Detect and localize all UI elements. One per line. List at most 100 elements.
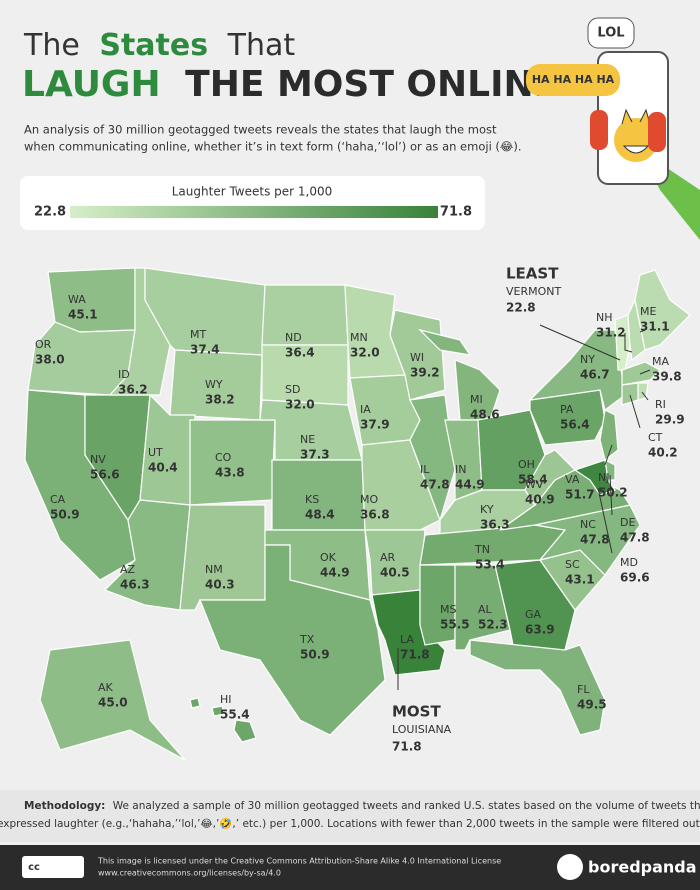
state	[39, 639, 186, 761]
state	[189, 697, 257, 743]
state-value: 69.6	[620, 571, 650, 585]
state-value: 50.2	[598, 486, 628, 500]
state-abbr: AK	[98, 681, 114, 694]
state-value: 52.3	[478, 618, 508, 632]
state-value: 40.2	[648, 446, 678, 460]
state	[573, 459, 616, 496]
state-abbr: NY	[580, 353, 595, 366]
state-abbr: NJ	[598, 471, 609, 484]
state-abbr: HI	[220, 693, 232, 706]
most-value: 71.8	[392, 740, 422, 754]
state-value: 38.2	[205, 393, 235, 407]
state-value: 49.5	[577, 698, 607, 712]
title-word: THE MOST ONLINE	[185, 64, 558, 105]
state-value: 50.9	[300, 648, 330, 662]
state-abbr: CA	[50, 493, 66, 506]
state-abbr: AR	[380, 551, 396, 564]
state-abbr: GA	[525, 608, 542, 621]
state	[534, 504, 641, 576]
state-value: 40.5	[380, 566, 410, 580]
state-value: 40.3	[205, 578, 235, 592]
state	[599, 409, 619, 462]
state-value: 44.9	[320, 566, 350, 580]
state-abbr: FL	[577, 683, 590, 696]
state-value: 31.2	[596, 326, 626, 340]
legend-gradient	[70, 206, 438, 218]
state-value: 71.8	[400, 648, 430, 662]
state-value: 36.2	[118, 383, 148, 397]
footer	[0, 845, 700, 890]
cc-badge	[22, 856, 84, 878]
state-abbr: AL	[478, 603, 493, 616]
illustration	[526, 17, 700, 240]
state-abbr: CT	[648, 431, 663, 444]
badge-ha: HA HA HA HA	[532, 73, 615, 86]
state-value: 36.3	[480, 518, 510, 532]
state-abbr: OH	[518, 458, 535, 471]
state-abbr: OR	[35, 338, 52, 351]
legend-title: Laughter Tweets per 1,000	[172, 185, 333, 199]
brand-logo	[557, 854, 583, 880]
state-value: 40.4	[148, 461, 178, 475]
methodology-box	[0, 790, 700, 842]
state-abbr: ME	[640, 305, 656, 318]
state-value: 45.1	[68, 308, 98, 322]
state-value: 55.4	[220, 708, 250, 722]
state-value: 39.2	[410, 366, 440, 380]
state-value: 31.1	[640, 320, 670, 334]
state-abbr: ID	[118, 368, 130, 381]
state-abbr: AZ	[120, 563, 136, 576]
state-abbr: NV	[90, 453, 106, 466]
most-state: LOUISIANA	[392, 723, 452, 736]
state	[179, 504, 266, 611]
state	[409, 394, 456, 522]
state	[189, 419, 276, 506]
state-abbr: NC	[580, 518, 596, 531]
state-value: 56.6	[90, 468, 120, 482]
state-abbr: KY	[480, 503, 494, 516]
state	[261, 284, 349, 346]
state	[627, 298, 646, 362]
state-abbr: LA	[400, 633, 414, 646]
state-value: 37.3	[300, 448, 330, 462]
state-abbr: NE	[300, 433, 315, 446]
state-abbr: WV	[525, 478, 544, 491]
license: This image is licensed under the Creativ…	[97, 857, 501, 866]
state-value: 40.9	[525, 493, 555, 507]
state-abbr: MS	[440, 603, 456, 616]
state	[634, 269, 691, 351]
subtitle: An analysis of 30 million geotagged twee…	[24, 123, 497, 137]
state-value: 38.0	[35, 353, 65, 367]
state-abbr: WY	[205, 378, 223, 391]
state-abbr: WI	[410, 351, 424, 364]
state-value: 43.8	[215, 466, 245, 480]
state-value: 43.1	[565, 573, 595, 587]
brand: boredpanda	[588, 858, 697, 877]
cc-text: cc	[28, 862, 40, 873]
methodology-text: expressed laughter (e.g.,‘hahaha,’‘lol,’…	[0, 817, 700, 830]
most-label: MOST	[392, 703, 441, 721]
title-word: That	[227, 28, 296, 63]
state-value: 46.7	[580, 368, 610, 382]
state-abbr: TX	[299, 633, 315, 646]
state-value: 32.0	[285, 398, 315, 412]
state-abbr: IA	[360, 403, 371, 416]
state-abbr: MN	[350, 331, 368, 344]
state-value: 39.8	[652, 370, 682, 384]
state-value: 36.8	[360, 508, 390, 522]
state-abbr: PA	[560, 403, 574, 416]
state-value: 47.8	[420, 478, 450, 492]
state-abbr: DE	[620, 516, 635, 529]
state-abbr: KS	[305, 493, 319, 506]
state-value: 58.4	[518, 473, 548, 487]
state-abbr: MA	[652, 355, 669, 368]
state-abbr: SC	[565, 558, 580, 571]
state-abbr: NM	[205, 563, 223, 576]
subtitle: when communicating online, whether it’s …	[24, 140, 521, 154]
state-abbr: MT	[190, 328, 206, 341]
state-value: 56.4	[560, 418, 590, 432]
methodology-label: Methodology:	[24, 800, 105, 812]
state-value: 37.4	[190, 343, 220, 357]
state-abbr: CO	[215, 451, 232, 464]
